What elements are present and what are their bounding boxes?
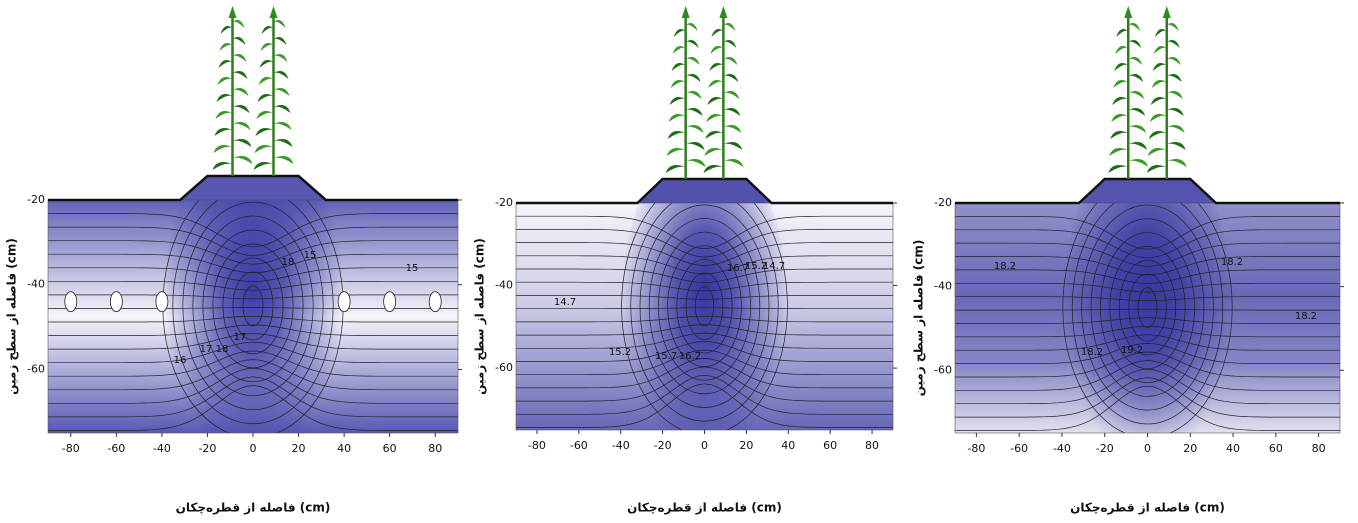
contour-label: 15 — [304, 250, 317, 261]
y-tick-label: -60 — [27, 362, 45, 375]
x-tick-label: -60 — [570, 439, 588, 452]
contour-label: 18 — [282, 257, 295, 268]
contour-label: 17 — [200, 344, 213, 355]
x-tick-label: 60 — [1269, 442, 1283, 455]
y-tick-label: -40 — [495, 279, 513, 292]
contour-label: 18.2 — [994, 261, 1016, 272]
y-axis-label: فاصله از سطح زمین (cm) — [473, 238, 487, 395]
x-tick-label: -40 — [612, 439, 630, 452]
y-tick-label: -60 — [495, 361, 513, 374]
x-tick-label: 0 — [701, 439, 708, 452]
y-tick-label: -20 — [495, 196, 513, 209]
y-tick-label: -40 — [27, 278, 45, 291]
x-tick-label: 40 — [1226, 442, 1240, 455]
contour-label: 15 — [406, 263, 419, 274]
contour-label: 16 — [174, 355, 187, 366]
x-tick-label: 60 — [383, 442, 397, 455]
x-tick-label: -40 — [1053, 442, 1071, 455]
x-axis-label: فاصله از قطره‌چکان (cm) — [176, 501, 331, 515]
x-tick-label: 40 — [781, 439, 795, 452]
x-tick-label: -60 — [107, 442, 125, 455]
x-axis-label: فاصله از قطره‌چکان (cm) — [1070, 501, 1225, 515]
x-tick-label: -60 — [1010, 442, 1028, 455]
contour-label: 17 — [234, 332, 247, 343]
x-tick-label: -20 — [654, 439, 672, 452]
x-tick-label: 60 — [823, 439, 837, 452]
x-tick-label: -80 — [62, 442, 80, 455]
y-tick-label: -20 — [27, 193, 45, 206]
contour-label: 19.2 — [1121, 345, 1143, 356]
y-axis-label: فاصله از سطح زمین (cm) — [912, 240, 926, 397]
plant-icon — [254, 6, 294, 176]
contour-line — [338, 292, 350, 312]
contour-label: 16.2 — [679, 351, 701, 362]
x-tick-label: -80 — [528, 439, 546, 452]
x-tick-label: 20 — [739, 439, 753, 452]
x-tick-label: -40 — [153, 442, 171, 455]
x-tick-label: -80 — [967, 442, 985, 455]
x-tick-label: 80 — [1312, 442, 1326, 455]
x-axis-label: فاصله از قطره‌چکان (cm) — [627, 501, 782, 515]
plant-icon — [703, 6, 743, 179]
contour-label: 15.2 — [609, 347, 631, 358]
y-axis-label: فاصله از سطح زمین (cm) — [5, 238, 19, 395]
contour-line — [429, 292, 441, 312]
contour-label: 18.2 — [1221, 257, 1243, 268]
contour-label: 14.7 — [763, 261, 785, 272]
x-tick-label: -20 — [198, 442, 216, 455]
x-tick-label: 0 — [250, 442, 257, 455]
y-tick-label: -60 — [934, 363, 952, 376]
x-tick-label: 0 — [1144, 442, 1151, 455]
x-tick-label: -20 — [1096, 442, 1114, 455]
figure: -80 -60 -40 -20 0 20 40 60 80 -20 -40 -60 فاصله از ق… — [0, 0, 1358, 523]
x-tick-label: 40 — [337, 442, 351, 455]
contour-label: 14.7 — [554, 297, 576, 308]
plant-icon — [213, 6, 253, 176]
y-tick-label: -20 — [934, 196, 952, 209]
contour-label: 18.2 — [1081, 347, 1103, 358]
plant-icon — [1108, 6, 1148, 179]
contour-label: 15.7 — [655, 351, 677, 362]
y-tick-label: -40 — [934, 280, 952, 293]
contour-label: 18 — [216, 344, 229, 355]
contour-line — [384, 292, 396, 312]
contour-line — [110, 292, 122, 312]
plant-icon — [1147, 6, 1187, 179]
x-tick-label: 20 — [1183, 442, 1197, 455]
x-tick-label: 80 — [865, 439, 879, 452]
plant-icon — [666, 6, 706, 179]
x-tick-label: 20 — [292, 442, 306, 455]
contour-line — [156, 292, 168, 312]
x-tick-label: 80 — [428, 442, 442, 455]
contour-label: 18.2 — [1295, 311, 1317, 322]
contour-line — [65, 292, 77, 312]
